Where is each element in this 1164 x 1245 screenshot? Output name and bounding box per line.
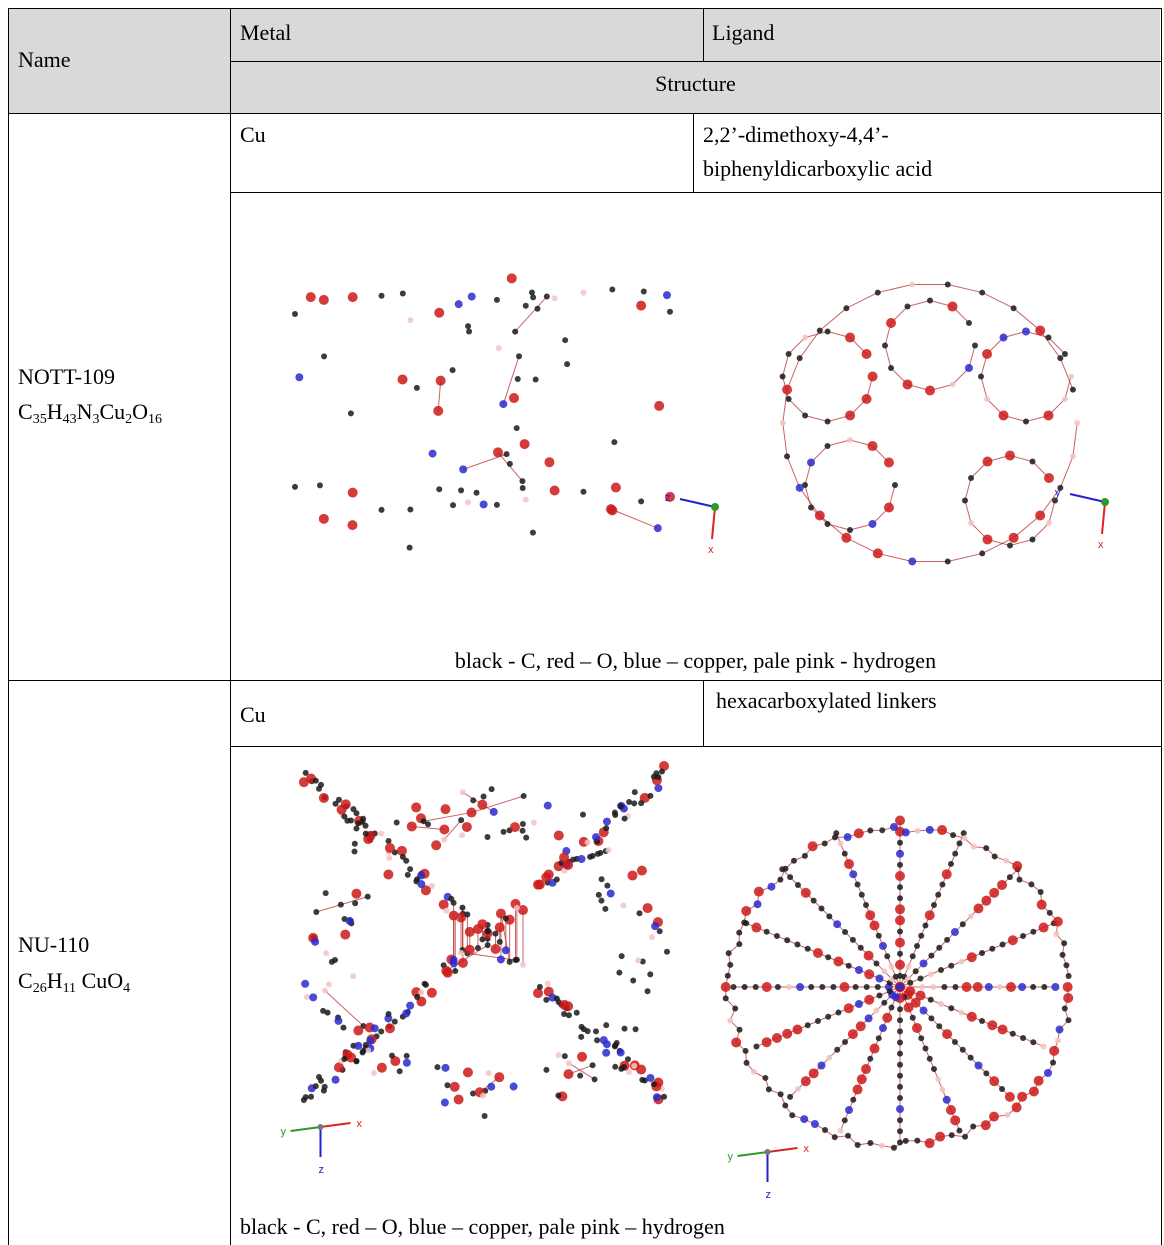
name-column-divider	[230, 8, 231, 1245]
row2-subdivider	[230, 746, 1162, 747]
header-divider	[230, 61, 1162, 62]
header-name-cell	[9, 9, 230, 113]
header-metal-ligand-divider	[703, 8, 704, 61]
row1-subdivider	[230, 192, 1162, 193]
row-divider	[8, 680, 1162, 681]
table-border-left	[8, 8, 9, 1245]
svg-text:z: z	[319, 1164, 325, 1176]
row2-structure-view-2	[720, 815, 1074, 1151]
svg-text:y: y	[1055, 487, 1061, 499]
svg-text:y: y	[281, 1126, 287, 1138]
svg-text:x: x	[804, 1143, 810, 1155]
row1-axis-triad-1: zx	[665, 492, 719, 556]
row1-compound-name: NOTT-109	[18, 364, 115, 389]
header-structure-label: Structure	[655, 71, 736, 96]
svg-text:z: z	[665, 492, 671, 504]
svg-text:x: x	[1098, 539, 1104, 551]
row2-legend-caption: black - C, red – O, blue – copper, pale …	[240, 1214, 725, 1239]
row1-structure-view-1	[292, 273, 675, 551]
row1-metal-ligand-divider	[693, 113, 694, 192]
row1-structure-view-2	[779, 281, 1081, 566]
row1-legend-caption: black - C, red – O, blue – copper, pale …	[454, 648, 937, 673]
header-bottom-border	[8, 113, 1162, 114]
row2-ligand: hexacarboxylated linkers	[716, 688, 937, 713]
row2-metal-ligand-divider	[703, 680, 704, 746]
header-name-label: Name	[18, 47, 71, 72]
row2-axis-triad-2: y x z	[728, 1143, 810, 1201]
row2-structure-view-1	[298, 761, 670, 1120]
table-border-top	[8, 8, 1162, 9]
row1-formula: C35H43N3Cu2O16	[18, 399, 163, 427]
table-border-right	[1161, 8, 1162, 1245]
header-metal-label: Metal	[240, 20, 292, 45]
svg-text:y: y	[728, 1151, 734, 1163]
header-metal-cell	[231, 9, 703, 61]
row2-metal: Cu	[240, 702, 266, 727]
svg-text:z: z	[766, 1189, 772, 1201]
row1-ligand-line1: 2,2’-dimethoxy-4,4’-	[703, 122, 889, 147]
header-ligand-cell	[704, 9, 1160, 61]
svg-text:x: x	[708, 544, 714, 556]
header-structure-cell	[231, 62, 1160, 113]
row1-axis-triad-2: yx	[1055, 487, 1109, 551]
row1-metal: Cu	[240, 122, 266, 147]
row2-axis-triad-1: y x z	[281, 1118, 363, 1176]
svg-text:x: x	[357, 1118, 363, 1130]
row2-compound-name: NU-110	[18, 932, 90, 957]
row1-ligand-line2: biphenyldicarboxylic acid	[703, 156, 933, 181]
header-ligand-label: Ligand	[712, 20, 775, 45]
row2-formula: C26H11 CuO4	[18, 968, 131, 996]
